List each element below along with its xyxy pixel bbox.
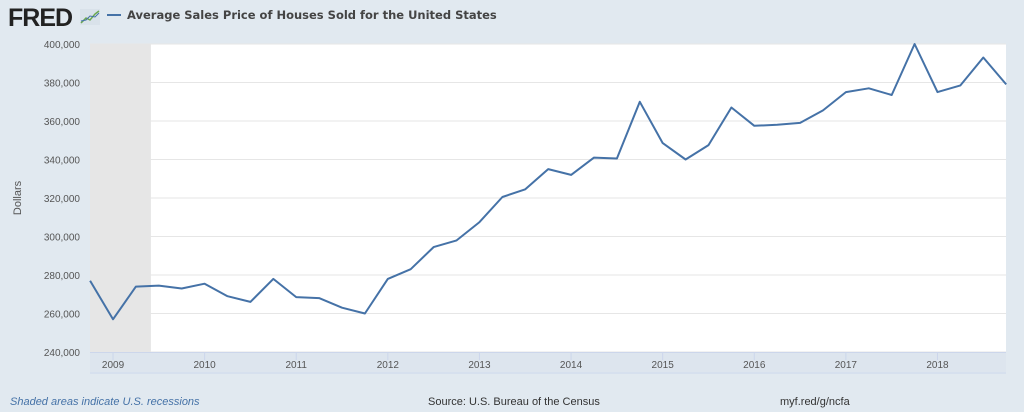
x-tick-label: 2016 [743,360,766,371]
y-tick-label: 300,000 [44,233,81,244]
x-tick-label: 2015 [652,360,675,371]
line-chart-icon [80,9,100,25]
y-tick-label: 240,000 [44,348,81,359]
x-tick-label: 2011 [285,360,307,371]
y-tick-label: 380,000 [44,79,81,90]
x-axis-band [90,352,1006,372]
y-tick-label: 360,000 [44,117,81,128]
x-tick-label: 2009 [102,360,125,371]
x-tick-label: 2013 [468,360,491,371]
x-tick-label: 2017 [835,360,858,371]
x-tick-label: 2012 [377,360,400,371]
short-link[interactable]: myf.red/g/ncfa [780,396,850,408]
legend: Average Sales Price of Houses Sold for t… [107,8,497,22]
y-tick-label: 260,000 [44,310,81,321]
source-note: Source: U.S. Bureau of the Census [428,396,600,408]
fred-logo[interactable]: FRED [8,4,73,32]
y-tick-label: 340,000 [44,156,81,167]
legend-swatch [107,14,121,16]
y-axis-label: Dollars [12,180,24,215]
y-tick-label: 400,000 [44,40,81,51]
line-chart: 240,000 260,000 280,000 300,000 320,000 340,0… [12,40,1007,374]
x-tick-label: 2010 [194,360,217,371]
series-line [89,43,1007,321]
recession-note: Shaded areas indicate U.S. recessions [10,396,200,408]
x-tick-label: 2014 [560,360,583,371]
x-tick-label: 2018 [926,360,949,371]
y-tick-label: 320,000 [44,194,81,205]
y-tick-label: 280,000 [44,271,81,282]
legend-label: Average Sales Price of Houses Sold for t… [127,8,497,22]
